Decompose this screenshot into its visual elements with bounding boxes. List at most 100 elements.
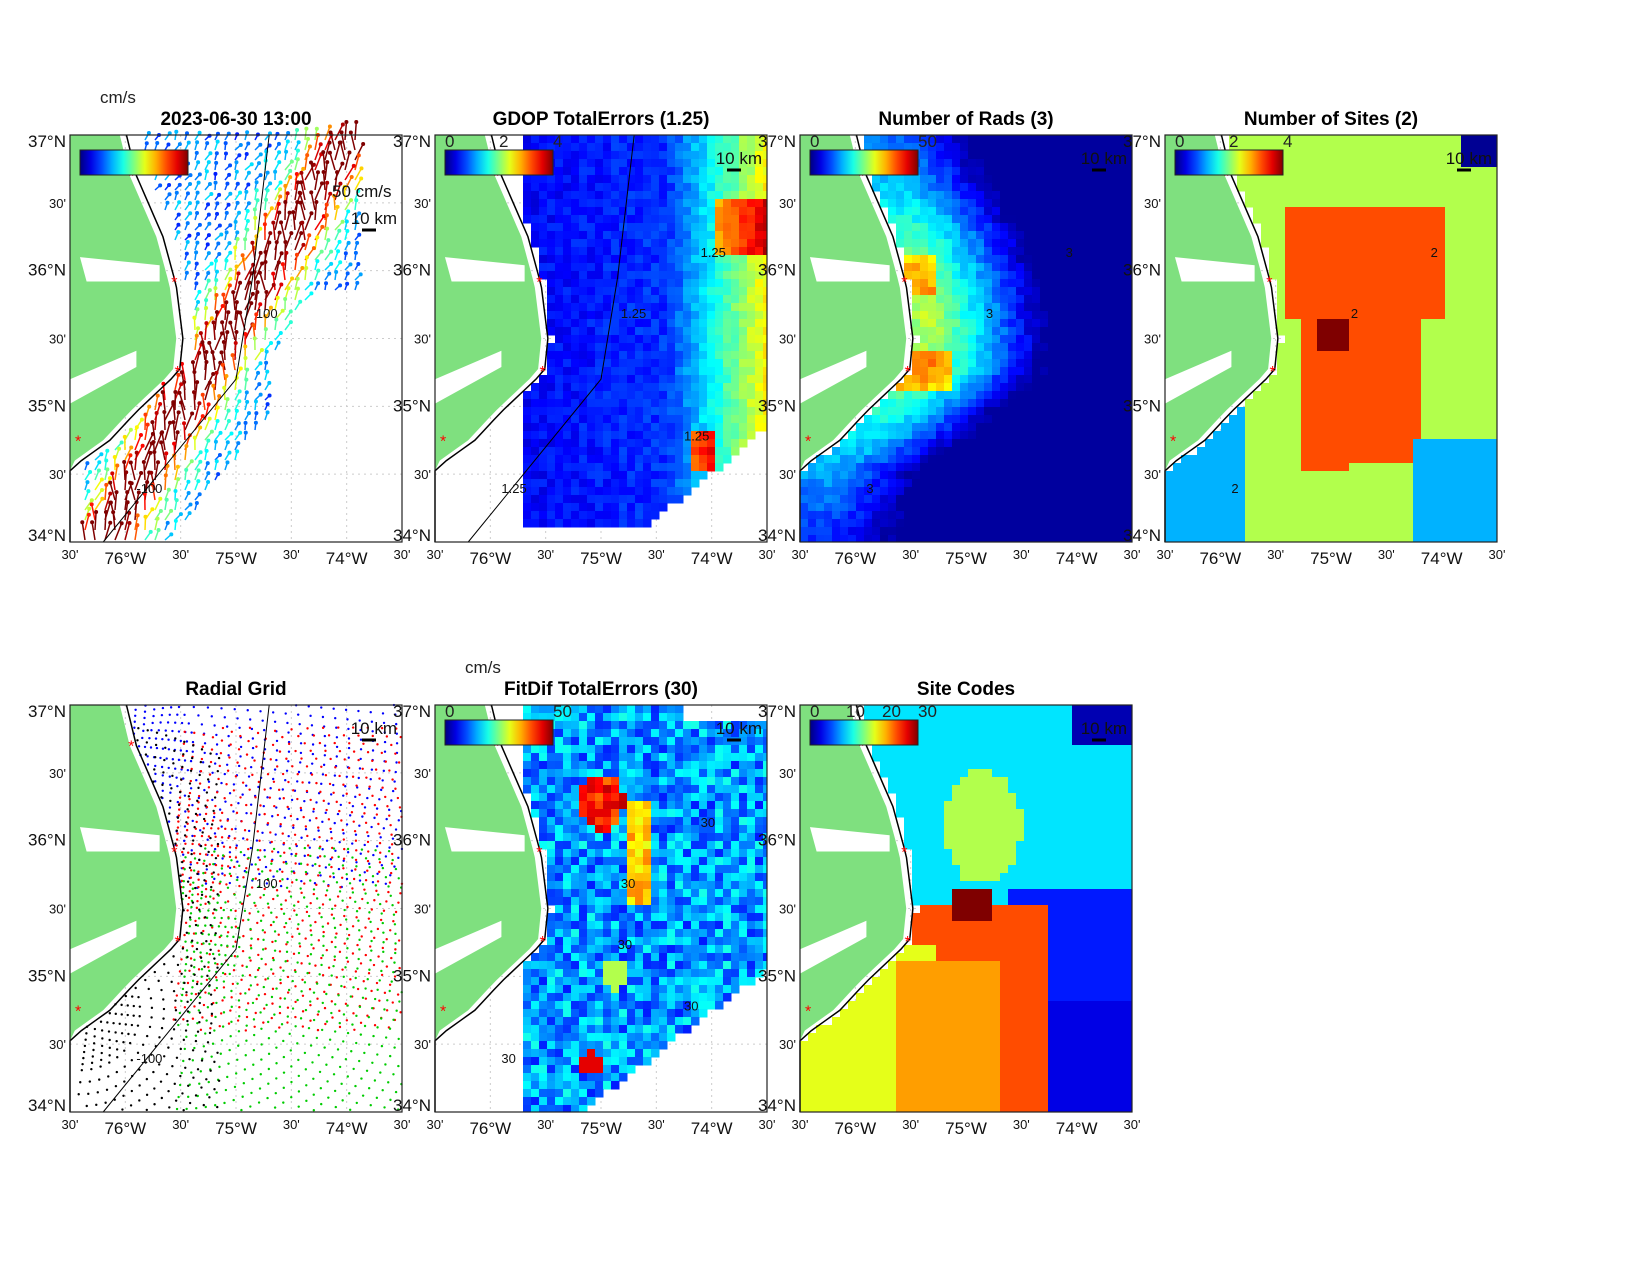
cell: [683, 151, 692, 160]
cell: [992, 415, 1001, 424]
cell: [1341, 327, 1350, 336]
cell: [1357, 279, 1366, 288]
cell: [968, 223, 977, 232]
current-vector: [212, 322, 216, 341]
cell: [611, 255, 620, 264]
cell: [1032, 151, 1041, 160]
cell: [992, 255, 1001, 264]
cell: [755, 319, 764, 328]
cell: [627, 479, 636, 488]
cell: [1389, 327, 1398, 336]
cell: [699, 351, 708, 360]
cell: [1000, 215, 1009, 224]
cell: [1301, 247, 1310, 256]
cell: [1461, 295, 1470, 304]
cell: [976, 359, 985, 368]
cell: [1064, 215, 1073, 224]
cell: [904, 439, 913, 448]
cell: [1485, 167, 1494, 176]
cell: [816, 487, 825, 496]
cell: [627, 359, 636, 368]
cell: [1421, 255, 1430, 264]
cell: [1309, 431, 1318, 440]
cell: [1048, 175, 1057, 184]
cell: [571, 479, 580, 488]
cell: [1096, 175, 1105, 184]
cell: [627, 247, 636, 256]
cell: [667, 287, 676, 296]
cell: [619, 263, 628, 272]
cell: [872, 471, 881, 480]
cell: [1293, 239, 1302, 248]
cell: [619, 159, 628, 168]
cell: [1000, 463, 1009, 472]
cell: [587, 375, 596, 384]
cell: [707, 383, 716, 392]
cell: [587, 159, 596, 168]
cell: [1373, 399, 1382, 408]
cell: [1477, 327, 1486, 336]
cell: [992, 423, 1001, 432]
cell: [1485, 287, 1494, 296]
cell: [635, 423, 644, 432]
cell: [1429, 255, 1438, 264]
cell: [1421, 159, 1430, 168]
cell: [1285, 311, 1294, 320]
cell: [603, 199, 612, 208]
cell: [1104, 135, 1113, 144]
cell: [984, 327, 993, 336]
cell: [1429, 143, 1438, 152]
cell: [1016, 527, 1025, 536]
cell: [1389, 295, 1398, 304]
current-vector: [184, 413, 193, 431]
cell: [872, 175, 881, 184]
cell: [747, 415, 756, 424]
cell: [904, 135, 913, 144]
cell: [1245, 439, 1254, 448]
cell: [1112, 519, 1121, 528]
cell: [755, 391, 764, 400]
cell: [1237, 135, 1246, 144]
cell: [1277, 199, 1286, 208]
cell: [675, 319, 684, 328]
cell: [1405, 399, 1414, 408]
cell: [667, 479, 676, 488]
cell: [1333, 295, 1342, 304]
cell: [691, 199, 700, 208]
cell: [944, 415, 953, 424]
cell: [936, 215, 945, 224]
cell: [1445, 271, 1454, 280]
cell: [1253, 175, 1262, 184]
cell: [715, 303, 724, 312]
cell: [1269, 431, 1278, 440]
cell: [539, 471, 548, 480]
cell: [571, 199, 580, 208]
cell: [952, 367, 961, 376]
cell: [763, 351, 768, 360]
cell: [675, 223, 684, 232]
cell: [763, 303, 768, 312]
cell: [595, 519, 604, 528]
cell: [1008, 271, 1017, 280]
cell: [1453, 407, 1462, 416]
cell: [1024, 375, 1033, 384]
cell: [1104, 535, 1113, 543]
cell: [1421, 399, 1430, 408]
cell: [992, 143, 1001, 152]
cell: [1469, 271, 1478, 280]
cell: [1120, 391, 1129, 400]
current-vector: [114, 523, 123, 541]
cell: [944, 239, 953, 248]
cell: [976, 391, 985, 400]
cell: [547, 383, 556, 392]
cell: [1373, 367, 1382, 376]
cell: [1437, 183, 1446, 192]
cell: [739, 159, 748, 168]
cell: [856, 527, 865, 536]
cell: [691, 479, 700, 488]
cell: [1437, 383, 1446, 392]
cell: [651, 439, 660, 448]
cell: [1469, 143, 1478, 152]
cell: [1333, 407, 1342, 416]
cell: [683, 223, 692, 232]
